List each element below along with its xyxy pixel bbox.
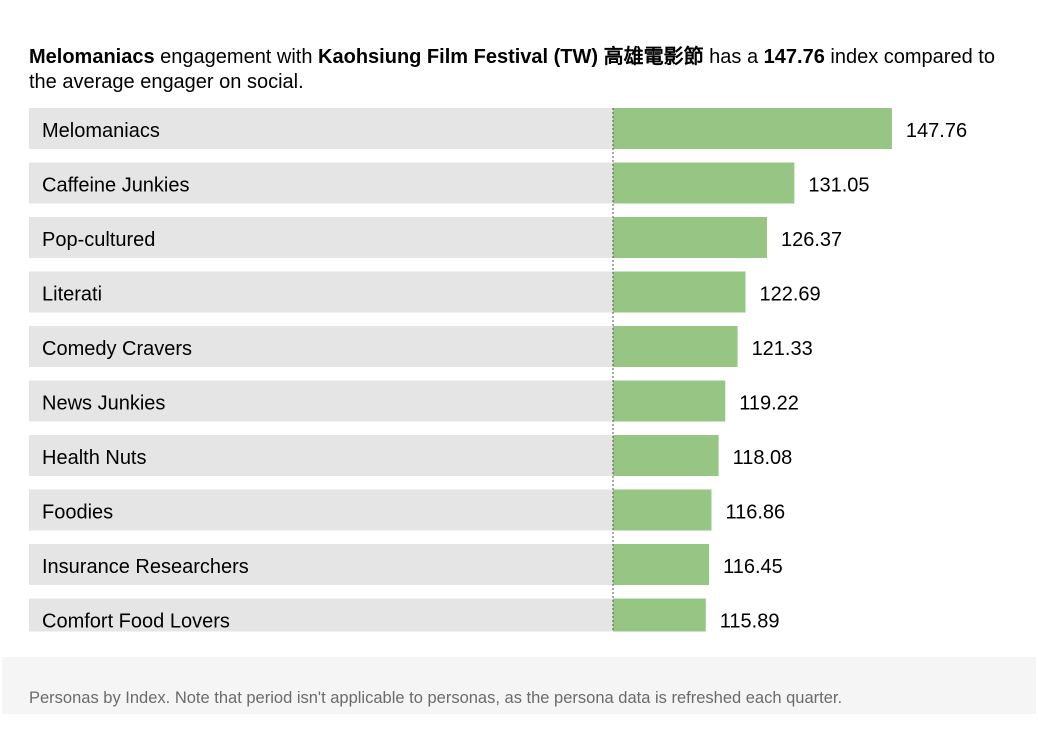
value-label: 119.22 [739,393,799,415]
footer-note: Personas by Index. Note that period isn'… [29,689,843,707]
category-label: Foodies [42,502,113,524]
category-label: Caffeine Junkies [42,175,190,197]
bar [613,326,738,367]
value-label: 122.69 [760,284,821,306]
bar [613,271,746,313]
bar [613,217,768,258]
value-label: 115.89 [720,611,780,633]
value-label: 116.86 [725,502,785,524]
value-label: 126.37 [781,229,842,251]
category-band [29,380,613,422]
bar [613,598,706,632]
category-band [29,162,613,204]
headline-text-2: has a [703,46,764,68]
bar [613,435,719,476]
headline-text-1: engagement with [154,46,319,68]
category-label: Melomaniacs [42,120,160,142]
headline-segment-name: Melomaniacs [29,46,155,68]
category-label: Comedy Cravers [42,338,192,360]
value-label: 118.08 [733,447,793,469]
category-band [29,108,613,149]
bar [613,108,892,149]
category-band [29,271,613,313]
category-band [29,544,613,585]
category-band [29,598,613,632]
value-label: 131.05 [808,175,869,197]
category-band [29,489,613,531]
value-label: 147.76 [906,120,967,142]
category-label: Literati [42,284,102,306]
category-band [29,435,613,476]
category-label: Insurance Researchers [42,556,249,578]
category-band [29,217,613,258]
value-label: 121.33 [752,338,813,360]
category-label: News Junkies [42,393,165,415]
category-band [29,326,613,367]
bar [613,380,726,422]
headline-brand-name: Kaohsiung Film Festival (TW) 高雄電影節 [318,46,704,68]
bar [613,162,795,204]
value-label: 116.45 [723,556,783,578]
headline-index-value: 147.76 [763,46,825,68]
headline-text-3: index compared to the average engager on… [29,46,995,93]
chart-headline: Melomaniacs engagement with Kaohsiung Fi… [29,45,1019,95]
category-label: Comfort Food Lovers [42,611,230,633]
category-label: Pop-cultured [42,229,155,251]
category-label: Health Nuts [42,447,147,469]
bar [613,489,712,531]
footer-panel: Personas by Index. Note that period isn'… [2,657,1036,714]
bar [613,544,710,585]
